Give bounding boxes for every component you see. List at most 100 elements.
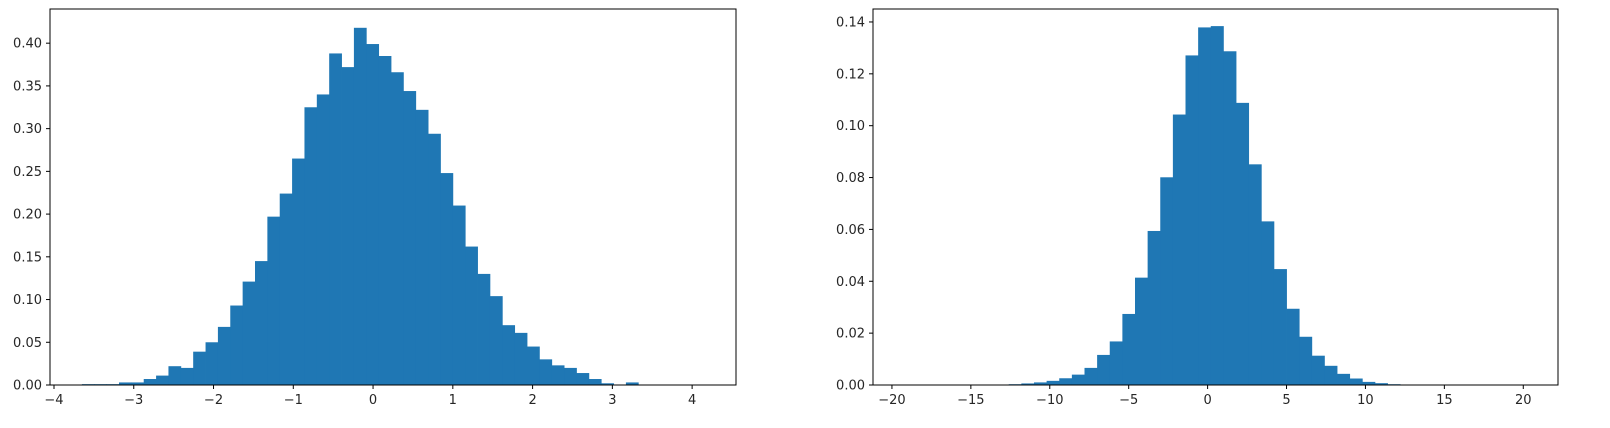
histogram-bar	[1349, 378, 1363, 385]
y-tick-label: 0.25	[13, 165, 42, 180]
y-tick-label: 0.30	[13, 122, 42, 137]
histogram-bar	[489, 296, 503, 385]
histogram-bar	[205, 342, 219, 385]
histogram-bar	[217, 326, 231, 385]
histogram-bar	[1160, 177, 1174, 385]
histogram-bar	[1337, 373, 1351, 385]
histogram-bar	[366, 44, 380, 385]
histogram-bar	[1097, 354, 1111, 385]
y-tick-label: 0.35	[13, 79, 42, 94]
histogram-bar	[131, 382, 145, 385]
y-tick-label: 0.00	[13, 379, 42, 394]
y-tick-label: 0.15	[13, 250, 42, 265]
histogram-bar	[1273, 269, 1287, 385]
histogram-bar	[1362, 381, 1376, 385]
x-tick-label: −3	[124, 393, 143, 408]
histogram-bar	[316, 94, 330, 385]
left-bars	[81, 27, 639, 386]
histogram-bar	[477, 273, 491, 385]
histogram-bar	[341, 67, 355, 386]
histogram-bar	[1311, 355, 1325, 385]
histogram-bar	[403, 91, 417, 385]
histogram-bar	[1071, 374, 1085, 385]
x-tick-label: −15	[957, 393, 984, 408]
y-tick-label: 0.00	[836, 379, 865, 394]
histogram-bar	[415, 109, 429, 385]
histogram-bar	[1286, 308, 1300, 385]
y-tick-label: 0.10	[836, 119, 865, 134]
histogram-bar	[1135, 277, 1149, 385]
histogram-bar	[1046, 380, 1060, 385]
histogram-bar	[1374, 383, 1388, 385]
y-tick-label: 0.04	[836, 275, 865, 290]
x-tick-label: −2	[204, 393, 223, 408]
y-tick-label: 0.14	[836, 15, 865, 30]
histogram-bar	[329, 53, 342, 385]
histogram-bar	[1084, 367, 1098, 385]
y-tick-label: 0.02	[836, 327, 865, 342]
left-histogram-axes: −4 −3 −2 −1 0 1 2 3 4 0.00 0.05 0.10 0.15 0.20 0.25 0.3…	[13, 8, 737, 408]
x-tick-label: 20	[1515, 393, 1532, 408]
left-axes-frame	[49, 8, 737, 386]
histogram-bar	[428, 133, 441, 385]
x-tick-label: 1	[449, 393, 457, 408]
histogram-bar	[1223, 51, 1237, 386]
histogram-bar	[1299, 336, 1313, 385]
histogram-bar	[304, 107, 318, 386]
x-tick-label: 10	[1357, 393, 1374, 408]
x-tick-label: 0	[369, 393, 377, 408]
x-tick-label: 0	[1203, 393, 1211, 408]
histogram-bar	[255, 261, 268, 385]
histogram-bar	[1248, 164, 1262, 385]
histogram-bar	[180, 367, 194, 385]
histogram-bar	[539, 359, 553, 385]
histogram-bar	[378, 56, 392, 385]
histogram-bar	[564, 367, 577, 385]
histogram-bar	[588, 379, 602, 385]
histogram-bar	[1236, 102, 1250, 386]
histogram-bar	[1185, 55, 1199, 386]
x-tick-label: 3	[608, 393, 616, 408]
right-axes-frame	[872, 8, 1559, 386]
histogram-bar	[551, 365, 565, 385]
histogram-bar	[601, 383, 614, 385]
histogram-bar	[156, 375, 169, 385]
histogram-bar	[502, 325, 516, 385]
histogram-bar	[143, 379, 157, 385]
x-tick-label: 15	[1436, 393, 1453, 408]
histogram-bar	[465, 246, 478, 385]
histogram-bar	[1147, 230, 1161, 385]
histogram-bar	[1172, 114, 1186, 385]
histogram-bar	[267, 216, 281, 385]
histogram-bar	[292, 158, 305, 385]
histogram-bar	[1198, 27, 1212, 385]
histogram-bar	[1122, 313, 1136, 385]
x-tick-label: −4	[44, 393, 63, 408]
histogram-bar	[1261, 221, 1275, 385]
y-tick-label: 0.08	[836, 171, 865, 186]
histogram-bar	[527, 346, 540, 385]
x-tick-label: −20	[878, 393, 905, 408]
y-tick-label: 0.40	[13, 37, 42, 52]
histogram-bar	[514, 332, 528, 385]
histogram-bar	[119, 382, 132, 385]
histogram-bar	[625, 382, 639, 385]
histogram-bar	[1324, 365, 1338, 385]
histogram-bar	[230, 305, 244, 385]
right-histogram-axes: −20 −15 −10 −5 0 5 10 15 20 0.00 0.02 0.04 0.06 0.08 0…	[836, 8, 1559, 408]
histogram-bar	[193, 351, 206, 385]
y-tick-label: 0.20	[13, 208, 42, 223]
y-tick-label: 0.10	[13, 293, 42, 308]
right-bars	[1008, 26, 1401, 386]
histogram-bar	[353, 27, 367, 386]
histogram-bar	[1059, 378, 1073, 385]
histogram-bar	[391, 72, 404, 386]
histogram-bar	[1210, 26, 1224, 386]
x-tick-label: 2	[528, 393, 536, 408]
histogram-bar	[452, 205, 466, 385]
x-tick-label: −1	[284, 393, 303, 408]
histogram-bar	[576, 373, 590, 385]
histogram-bar	[1033, 382, 1048, 385]
histogram-bar	[279, 193, 293, 385]
